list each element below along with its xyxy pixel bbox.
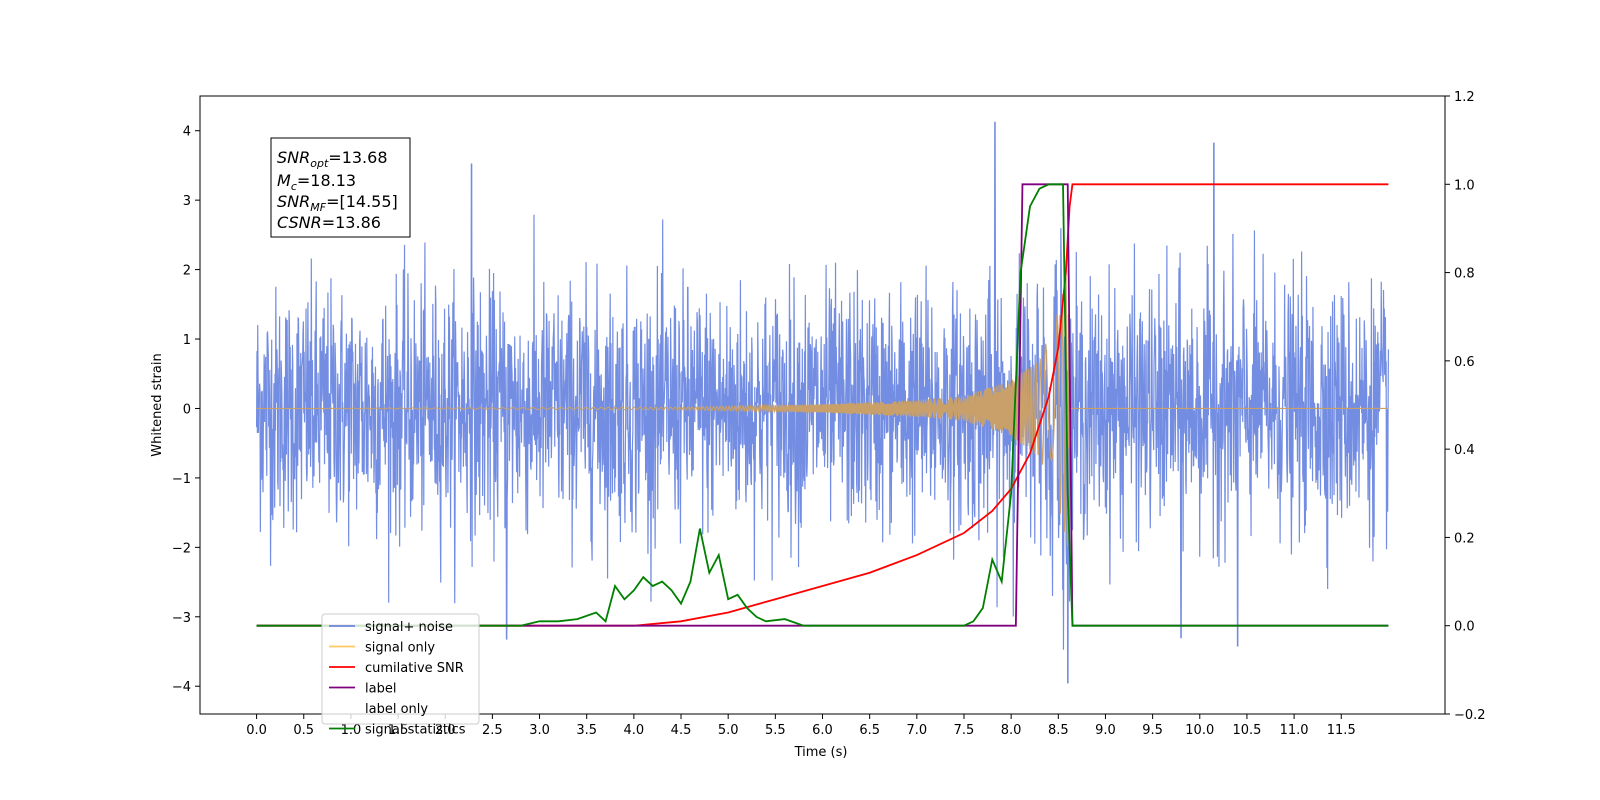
x-tick-label: 10.5	[1232, 723, 1261, 738]
y2-tick-label: 0.0	[1454, 620, 1475, 635]
y-tick-label: 0	[183, 402, 191, 417]
x-tick-label: 11.0	[1280, 723, 1309, 738]
x-tick-label: 6.0	[812, 723, 833, 738]
annotation-snr-opt: SNRopt=13.68	[277, 148, 388, 170]
y-tick-label: −1	[172, 472, 191, 487]
y2-tick-label: 1.2	[1454, 90, 1475, 105]
annotation-snr-mf: SNRMF=[14.55]	[277, 192, 398, 214]
signal-noise-line	[255, 121, 1390, 684]
series-right-axis	[256, 183, 1389, 627]
legend-entry-label: signal only	[365, 641, 435, 656]
y-tick-label: 2	[183, 264, 191, 279]
annotation-csnr: CSNR=13.86	[277, 213, 381, 232]
y2-tick-label: 0.6	[1454, 355, 1475, 370]
y2-tick-label: 0.4	[1454, 443, 1475, 458]
annotation-mc: Mc=18.13	[277, 171, 356, 193]
y-axis-label: Whitened strain	[150, 353, 165, 456]
y2-tick-label: 1.0	[1454, 178, 1475, 193]
annotation-frame	[270, 137, 411, 238]
x-axis-ticks: 0.0 0.5 1.0 1.5 2.0 2.5 3.0 3.5 4.0 4.5 5.0 5.5 6.0 6…	[246, 714, 1356, 738]
x-tick-label: 2.0	[435, 723, 456, 738]
x-tick-label: 1.0	[341, 723, 362, 738]
legend-entry-label: label only	[365, 702, 428, 717]
x-tick-label: 0.0	[246, 723, 267, 738]
series-signal-only	[256, 277, 1389, 547]
x-tick-label: 8.5	[1048, 723, 1069, 738]
y2-tick-label: −0.2	[1454, 708, 1486, 723]
x-tick-label: 0.5	[293, 723, 314, 738]
y-tick-label: −2	[172, 541, 191, 556]
x-tick-label: 1.5	[388, 723, 409, 738]
y-tick-label: 4	[183, 125, 191, 140]
legend-frame	[321, 613, 480, 725]
legend-entry-label: signal statistics	[365, 723, 466, 738]
y2-tick-label: 0.8	[1454, 267, 1475, 282]
x-tick-label: 5.5	[765, 723, 786, 738]
y-tick-label: 3	[183, 194, 191, 209]
x-axis-label: Time (s)	[794, 745, 848, 760]
x-tick-label: 6.5	[859, 723, 880, 738]
x-tick-label: 10.0	[1185, 723, 1214, 738]
x-tick-label: 7.5	[954, 723, 975, 738]
x-tick-label: 2.5	[482, 723, 503, 738]
y-tick-label: −3	[172, 611, 191, 626]
x-tick-label: 4.0	[624, 723, 645, 738]
signal-only-line	[256, 277, 1389, 547]
series-signal-noise	[255, 121, 1390, 684]
x-tick-label: 3.5	[576, 723, 597, 738]
x-tick-label: 7.0	[906, 723, 927, 738]
y2-tick-label: 0.2	[1454, 531, 1475, 546]
x-tick-label: 11.5	[1327, 723, 1356, 738]
x-tick-label: 9.5	[1142, 723, 1163, 738]
cumulative-snr-line	[256, 183, 1389, 627]
x-tick-label: 8.0	[1001, 723, 1022, 738]
legend-entry-label: cumilative SNR	[365, 661, 464, 676]
x-tick-label: 9.0	[1095, 723, 1116, 738]
plot-area	[255, 121, 1390, 684]
y-tick-label: −4	[172, 680, 191, 695]
y2-axis-ticks: 1.2 1.0 0.8 0.6 0.4 0.2 0.0 −0.2	[1445, 90, 1486, 723]
x-tick-label: 3.0	[529, 723, 550, 738]
legend-entry-label: label	[365, 682, 396, 697]
annotation-box: SNRopt=13.68 Mc=18.13 SNRMF=[14.55] CSNR…	[270, 137, 411, 238]
y-axis-ticks: 4 3 2 1 0 −1 −2 −3 −4	[172, 125, 200, 695]
x-tick-label: 4.5	[671, 723, 692, 738]
x-tick-label: 5.0	[718, 723, 739, 738]
y-tick-label: 1	[183, 333, 191, 348]
legend: signal+ noise signal only cumilative SNR la…	[321, 613, 480, 738]
legend-entry-label: signal+ noise	[365, 620, 453, 635]
signal-statistics-line	[256, 183, 1389, 627]
